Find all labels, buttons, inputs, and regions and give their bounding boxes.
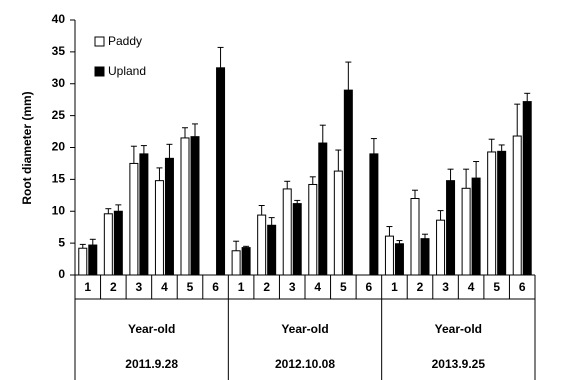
bar: [282, 188, 292, 276]
group-date: 2011.9.28: [125, 357, 178, 371]
bar: [154, 180, 164, 276]
x-tick-label: 3: [289, 280, 296, 294]
bar: [216, 67, 226, 276]
bar: [113, 210, 123, 276]
y-tick-label: 25: [52, 108, 66, 122]
bar: [394, 243, 404, 276]
x-tick-label: 4: [314, 280, 321, 294]
y-axis-label: Root diameter (mm): [20, 91, 34, 204]
bar: [308, 183, 318, 276]
legend-label: Paddy: [108, 34, 142, 48]
bar: [267, 224, 277, 276]
x-tick-label: 2: [263, 280, 270, 294]
group-label: Year-old: [435, 322, 482, 336]
bar: [343, 89, 353, 276]
y-tick-label: 30: [52, 76, 66, 90]
bar: [333, 170, 343, 276]
y-tick-label: 5: [58, 235, 65, 249]
legend-label: Upland: [108, 64, 146, 78]
x-tick-label: 4: [468, 280, 475, 294]
bar: [180, 137, 190, 276]
bar: [410, 198, 420, 276]
x-tick-label: 6: [519, 280, 526, 294]
bar: [129, 162, 139, 276]
bar: [497, 150, 507, 276]
x-tick-label: 2: [417, 280, 424, 294]
bar: [78, 247, 88, 276]
y-tick-label: 15: [52, 172, 66, 186]
bar: [257, 214, 267, 276]
x-tick-label: 1: [391, 280, 398, 294]
x-tick-label: 6: [366, 280, 373, 294]
group-label: Year-old: [281, 322, 328, 336]
bar: [420, 238, 430, 276]
x-tick-label: 1: [84, 280, 91, 294]
bar: [446, 180, 456, 276]
bar: [512, 135, 522, 276]
x-tick-label: 2: [110, 280, 117, 294]
x-tick-label: 5: [187, 280, 194, 294]
y-tick-label: 10: [52, 203, 66, 217]
bar: [369, 153, 379, 276]
bar: [461, 187, 471, 276]
x-tick-label: 5: [493, 280, 500, 294]
group-label: Year-old: [128, 322, 175, 336]
x-tick-label: 3: [442, 280, 449, 294]
bar: [487, 151, 497, 276]
y-tick-label: 20: [52, 140, 66, 154]
bar: [522, 101, 532, 276]
y-tick-label: 0: [58, 267, 65, 281]
y-tick-label: 35: [52, 44, 66, 58]
bar: [318, 142, 328, 276]
y-tick-label: 40: [52, 12, 66, 26]
legend-swatch: [94, 36, 105, 47]
bar: [164, 157, 174, 276]
bar: [471, 177, 481, 276]
bar: [139, 153, 149, 276]
x-tick-label: 3: [136, 280, 143, 294]
x-tick-label: 1: [238, 280, 245, 294]
group-date: 2012.10.08: [275, 357, 335, 371]
legend-swatch: [94, 66, 105, 77]
bar: [241, 247, 251, 276]
bar: [103, 213, 113, 276]
x-tick-label: 6: [212, 280, 219, 294]
bar: [384, 235, 394, 276]
x-tick-label: 4: [161, 280, 168, 294]
bar: [190, 136, 200, 276]
bar: [436, 219, 446, 276]
bar: [88, 244, 98, 276]
group-date: 2013.9.25: [432, 357, 486, 371]
bar: [292, 203, 302, 276]
bar: [231, 250, 241, 276]
x-tick-label: 5: [340, 280, 347, 294]
